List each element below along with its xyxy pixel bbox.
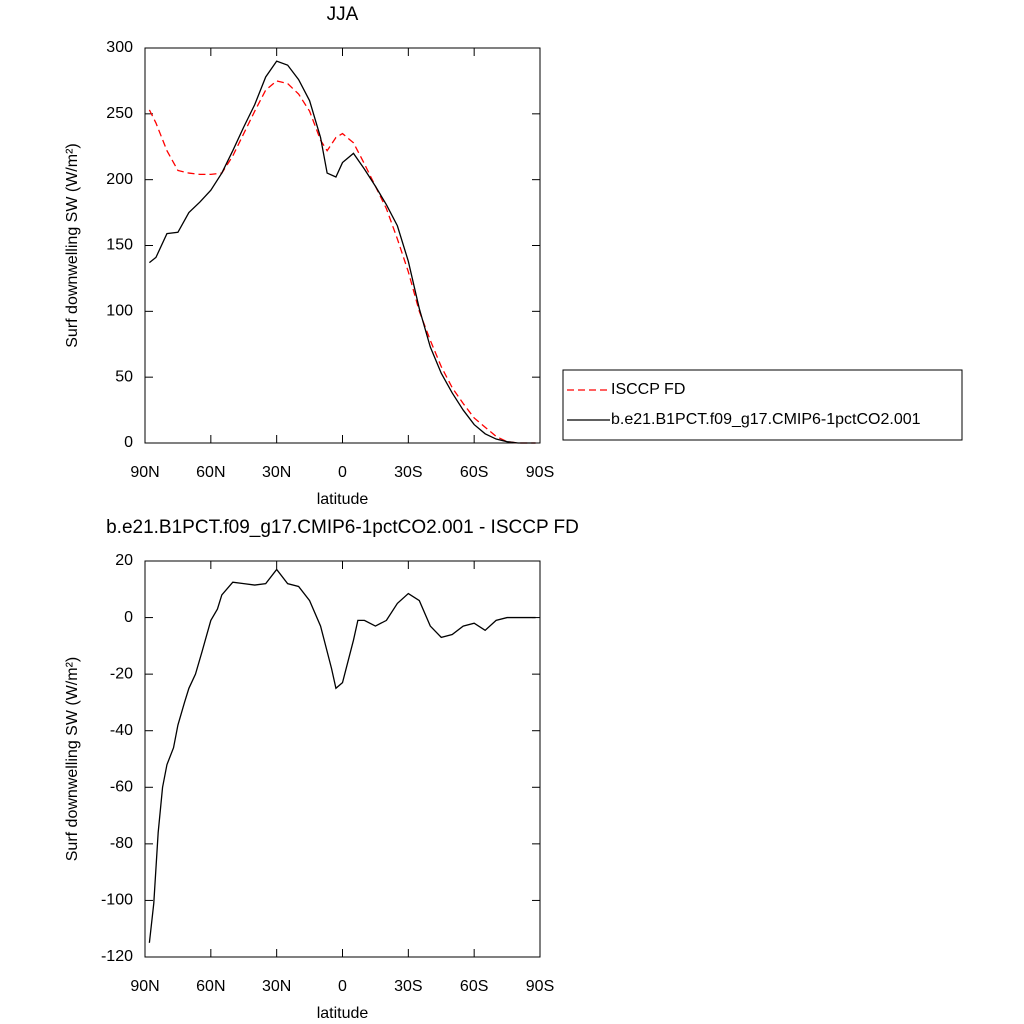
y-axis-label: Surf downwelling SW (W/m²) bbox=[64, 143, 81, 347]
y-tick-label: 100 bbox=[106, 303, 133, 320]
x-axis-label: latitude bbox=[317, 491, 369, 508]
y-tick-label: 200 bbox=[106, 171, 133, 188]
y-tick-label: 20 bbox=[115, 552, 133, 569]
y-tick-label: 300 bbox=[106, 39, 133, 56]
y-tick-label: 0 bbox=[124, 609, 133, 626]
x-tick-label: 0 bbox=[338, 978, 347, 995]
y-tick-label: -60 bbox=[110, 779, 133, 796]
plot-frame bbox=[144, 47, 541, 444]
plot-frame bbox=[144, 560, 541, 958]
y-tick-label: -100 bbox=[101, 892, 133, 909]
x-tick-label: 90S bbox=[526, 464, 554, 481]
y-axis-label: Surf downwelling SW (W/m²) bbox=[64, 657, 81, 861]
x-tick-label: 90N bbox=[130, 464, 159, 481]
x-tick-label: 90S bbox=[526, 978, 554, 995]
x-tick-label: 30N bbox=[262, 464, 291, 481]
x-tick-label: 60N bbox=[196, 978, 225, 995]
y-tick-label: -20 bbox=[110, 665, 133, 682]
x-tick-label: 30S bbox=[394, 464, 422, 481]
x-tick-label: 60N bbox=[196, 464, 225, 481]
y-tick-label: -80 bbox=[110, 835, 133, 852]
chart-title: b.e21.B1PCT.f09_g17.CMIP6-1pctCO2.001 - … bbox=[106, 517, 579, 538]
y-tick-label: 250 bbox=[106, 105, 133, 122]
data-line bbox=[148, 60, 536, 444]
legend-label: b.e21.B1PCT.f09_g17.CMIP6-1pctCO2.001 bbox=[611, 411, 921, 428]
x-tick-label: 30N bbox=[262, 978, 291, 995]
x-tick-label: 30S bbox=[394, 978, 422, 995]
x-axis-label: latitude bbox=[317, 1005, 369, 1022]
legend-box bbox=[562, 369, 963, 441]
x-tick-label: 60S bbox=[460, 978, 488, 995]
x-tick-label: 0 bbox=[338, 464, 347, 481]
y-tick-label: 0 bbox=[124, 434, 133, 451]
y-tick-label: 150 bbox=[106, 237, 133, 254]
data-line bbox=[148, 568, 536, 943]
y-tick-label: -40 bbox=[110, 722, 133, 739]
x-tick-label: 60S bbox=[460, 464, 488, 481]
legend-label: ISCCP FD bbox=[611, 381, 685, 398]
chart-title: JJA bbox=[327, 4, 359, 25]
data-line bbox=[148, 80, 536, 444]
x-tick-label: 90N bbox=[130, 978, 159, 995]
y-tick-label: 50 bbox=[115, 368, 133, 385]
y-tick-label: -120 bbox=[101, 948, 133, 965]
